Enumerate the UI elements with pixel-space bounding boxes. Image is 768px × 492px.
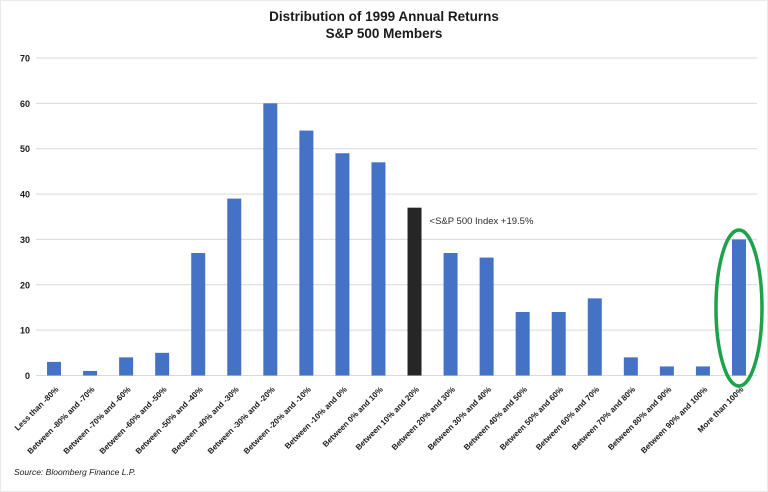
x-axis-category-label: Between 70% and 80% xyxy=(570,385,637,452)
bar xyxy=(659,366,674,376)
bar xyxy=(695,366,710,376)
y-axis-tick-label: 70 xyxy=(20,54,30,64)
x-axis-category-label: Between 50% and 60% xyxy=(498,385,565,452)
bar xyxy=(299,130,314,376)
bar xyxy=(119,357,134,376)
y-axis-tick-label: 40 xyxy=(20,190,30,200)
y-axis-tick-label: 60 xyxy=(20,99,30,109)
x-axis-category-label: Between 30% and 40% xyxy=(426,385,493,452)
bar xyxy=(443,253,458,376)
bar xyxy=(83,370,98,376)
bar xyxy=(551,312,566,376)
x-axis-category-label: Between 10% and 20% xyxy=(354,385,421,452)
x-axis-category-label: Between -10% and 0% xyxy=(283,385,349,451)
x-axis-category-label: Between -30% and -20% xyxy=(206,385,277,456)
chart-title-line2: S&P 500 Members xyxy=(325,26,443,41)
x-axis-category-label: Between -50% and -40% xyxy=(134,385,205,456)
x-axis-category-label: Between -60% and -50% xyxy=(98,385,169,456)
y-axis-tick-label: 20 xyxy=(20,280,30,290)
bar xyxy=(731,239,746,376)
y-axis-tick-label: 30 xyxy=(20,235,30,245)
y-axis-tick-label: 50 xyxy=(20,144,30,154)
x-axis-category-label: Between 40% and 50% xyxy=(462,385,529,452)
bar xyxy=(335,153,350,376)
y-axis-tick-label: 0 xyxy=(25,371,30,381)
x-axis-category-label: Between -20% and -10% xyxy=(242,385,313,456)
highlight-ellipse xyxy=(714,228,764,388)
bar xyxy=(191,253,206,376)
x-axis-category-label: Between 80% and 90% xyxy=(606,385,673,452)
bar xyxy=(227,198,242,376)
bar xyxy=(587,298,602,376)
x-axis-category-label: Between 20% and 30% xyxy=(390,385,457,452)
annotation-sp500-index: <S&P 500 Index +19.5% xyxy=(430,216,534,227)
bar xyxy=(623,357,638,376)
bar xyxy=(371,162,386,376)
x-axis-category-label: Between 60% and 70% xyxy=(534,385,601,452)
bar xyxy=(263,103,278,376)
bar xyxy=(155,352,170,376)
x-axis-category-label: Between 0% and 10% xyxy=(321,385,385,449)
x-axis-category-label: Between -70% and -60% xyxy=(62,385,133,456)
chart-title-line1: Distribution of 1999 Annual Returns xyxy=(269,9,499,24)
chart-title: Distribution of 1999 Annual Returns S&P … xyxy=(1,8,767,42)
bar xyxy=(47,361,62,376)
source-note: Source: Bloomberg Finance L.P. xyxy=(14,467,136,477)
bar xyxy=(479,257,494,376)
x-axis-category-label: Between -40% and -30% xyxy=(170,385,241,456)
y-axis-tick-label: 10 xyxy=(20,326,30,336)
x-axis-category-label: Between -80% and -70% xyxy=(26,385,97,456)
highlighted-bar xyxy=(407,207,422,376)
x-axis-category-label: Between 90% and 100% xyxy=(639,385,709,455)
bar xyxy=(515,312,530,376)
